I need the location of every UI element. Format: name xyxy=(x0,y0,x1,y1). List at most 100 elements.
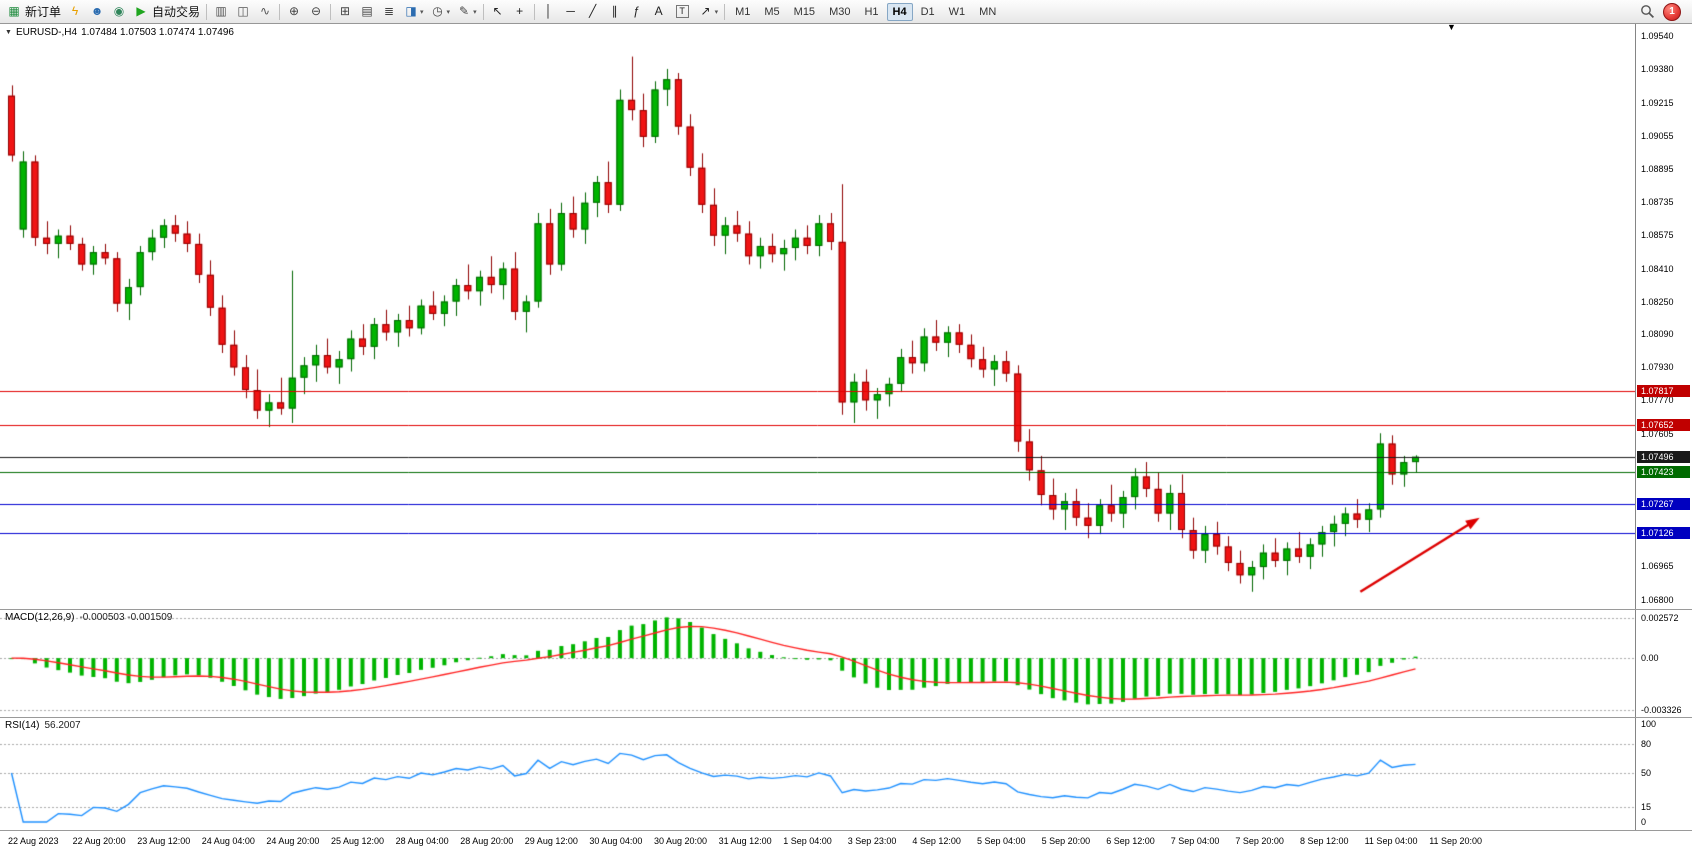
macd-pane: MACD(12,26,9) -0.000503 -0.001509 0.00257… xyxy=(0,609,1692,717)
trendline-button[interactable]: ╱ xyxy=(582,1,604,22)
rsi-pane: RSI(14) 56.2007 100 80 50 15 0 xyxy=(0,717,1692,830)
rsi-canvas[interactable] xyxy=(0,718,1635,830)
timeframe-d1-button[interactable]: D1 xyxy=(920,5,935,18)
price-tick: 1.09540 xyxy=(1641,31,1674,41)
arrow-objects-button[interactable]: ↗ ▾ xyxy=(695,1,722,22)
dropdown-arrow-icon: ▾ xyxy=(473,8,477,16)
auto-trading-button[interactable]: ▶ 自动交易 xyxy=(130,1,203,22)
bar-chart-button[interactable]: ▥ xyxy=(210,1,232,22)
cursor-button[interactable]: ↖ xyxy=(487,1,509,22)
main-plot-area: ▼ EURUSD-,H4 1.07484 1.07503 1.07474 1.0… xyxy=(0,24,1635,609)
time-axis[interactable]: 22 Aug 2023 22 Aug 20:00 23 Aug 12:00 24 Au… xyxy=(0,830,1692,854)
fibonacci-button[interactable]: ƒ xyxy=(626,1,648,22)
candlestick-chart-button[interactable]: ◫ xyxy=(232,1,254,22)
arrange-windows-button[interactable]: ▤ xyxy=(356,1,378,22)
timeframe-m1-button[interactable]: M1 xyxy=(735,5,751,18)
candlestick-chart-icon: ◫ xyxy=(237,4,249,18)
line-chart-button[interactable]: ∿ xyxy=(254,1,276,22)
main-chart-canvas[interactable] xyxy=(0,24,1635,609)
rsi-value: 56.2007 xyxy=(44,720,81,731)
time-label: 5 Sep 04:00 xyxy=(977,836,1026,846)
time-label: 28 Aug 04:00 xyxy=(395,836,449,846)
lightning-icon: ϟ xyxy=(71,4,79,18)
price-tick: 1.07770 xyxy=(1641,395,1674,406)
arrange-windows-icon: ▤ xyxy=(361,4,373,18)
timeframe-mn-button[interactable]: MN xyxy=(979,5,997,18)
crosshair-button[interactable]: + xyxy=(509,1,531,22)
new-order-button[interactable]: ▦ 新订单 xyxy=(3,1,64,22)
auto-trading-label: 自动交易 xyxy=(152,5,201,19)
time-label: 7 Sep 20:00 xyxy=(1235,836,1284,846)
dropdown-arrow-icon: ▾ xyxy=(714,8,719,16)
profile-button[interactable]: ☻ xyxy=(86,1,108,22)
market-watch-icon: ◉ xyxy=(113,4,125,18)
rsi-tick: 100 xyxy=(1641,719,1657,729)
chart-title: ▼ EURUSD-,H4 1.07484 1.07503 1.07474 1.0… xyxy=(5,27,234,38)
time-label: 22 Aug 20:00 xyxy=(72,836,126,846)
lightning-button[interactable]: ϟ xyxy=(64,1,86,22)
vertical-line-button[interactable]: │ xyxy=(538,1,560,22)
main-price-axis: 1.09540 1.09380 1.09215 1.09055 1.08895 1.087… xyxy=(1635,24,1692,609)
price-tick: 1.08735 xyxy=(1641,196,1674,207)
new-chart-button[interactable]: ◨ ▾ xyxy=(400,1,427,22)
time-label: 3 Sep 23:00 xyxy=(847,836,897,846)
time-periods-button[interactable]: ◷ ▾ xyxy=(427,1,454,22)
macd-indicator-name: MACD(12,26,9) xyxy=(5,612,75,623)
search-button[interactable] xyxy=(1637,1,1658,22)
macd-canvas[interactable] xyxy=(0,610,1635,717)
market-watch-button[interactable]: ◉ xyxy=(108,1,130,22)
profile-icon: ☻ xyxy=(90,4,104,18)
timeframe-w1-button[interactable]: W1 xyxy=(948,5,966,18)
text-button[interactable]: A xyxy=(648,1,670,22)
chart-shift-marker-icon[interactable]: ▼ xyxy=(1447,24,1456,32)
macd-axis: 0.002572 0.00 -0.003326 xyxy=(1635,610,1692,717)
time-label: 31 Aug 12:00 xyxy=(718,836,772,846)
time-periods-icon: ◷ xyxy=(432,4,443,18)
toolbar-separator xyxy=(482,3,484,20)
rsi-title: RSI(14) 56.2007 xyxy=(5,720,81,731)
zoom-in-icon: ⊕ xyxy=(289,4,300,18)
timeframe-m5-button[interactable]: M5 xyxy=(764,5,780,18)
line-chart-icon: ∿ xyxy=(260,4,271,18)
templates-button[interactable]: ✎ ▾ xyxy=(453,1,480,22)
price-line-badge: 1.07423 xyxy=(1637,465,1690,478)
price-line-badge: 1.07267 xyxy=(1637,497,1690,510)
horizontal-line-button[interactable]: ─ xyxy=(560,1,582,22)
bar-chart-icon: ▥ xyxy=(215,4,227,18)
price-tick: 1.09215 xyxy=(1641,97,1674,108)
chart-symbol-period: EURUSD-,H4 xyxy=(15,27,78,38)
tile-windows-icon: ⊞ xyxy=(340,4,351,18)
toolbar-buttons: ▦ 新订单 ϟ ☻ ◉ ▶ 自动交易 ▥ ◫ ∿ ⊕ ⊖ ⊞ ▤ ≣ ◨ ▾ ◷ ▾ ✎ ▾ ↖ + │ ─ ╱ ∥ ƒ A T ↗ ▾ xyxy=(3,1,728,22)
zoom-out-button[interactable]: ⊖ xyxy=(305,1,327,22)
indicator-list-button[interactable]: ≣ xyxy=(378,1,400,22)
time-label: 23 Aug 12:00 xyxy=(137,836,191,846)
timeframe-m30-button[interactable]: M30 xyxy=(829,5,851,18)
price-tick: 1.06965 xyxy=(1641,561,1674,572)
tile-windows-button[interactable]: ⊞ xyxy=(334,1,356,22)
zoom-in-button[interactable]: ⊕ xyxy=(283,1,305,22)
notification-badge[interactable]: 1 xyxy=(1663,2,1681,21)
crosshair-icon: + xyxy=(516,4,524,18)
timeframe-h4-button[interactable]: H4 xyxy=(886,2,913,21)
timeframe-h1-button[interactable]: H1 xyxy=(864,5,879,18)
toolbar-separator xyxy=(724,3,726,20)
dropdown-arrow-icon: ▾ xyxy=(420,8,424,16)
time-label: 30 Aug 04:00 xyxy=(589,836,643,846)
text-label-icon: T xyxy=(675,5,689,18)
equidistant-channel-button[interactable]: ∥ xyxy=(604,1,626,22)
time-label: 11 Sep 04:00 xyxy=(1364,836,1418,846)
time-label: 11 Sep 20:00 xyxy=(1429,836,1483,846)
macd-title: MACD(12,26,9) -0.000503 -0.001509 xyxy=(5,612,172,623)
time-label: 7 Sep 04:00 xyxy=(1170,836,1220,846)
timeframe-m15-button[interactable]: M15 xyxy=(793,5,816,18)
price-tick: 1.07930 xyxy=(1641,362,1674,373)
price-tick: 1.08410 xyxy=(1641,263,1674,274)
timeframe-buttons: M1 M5 M15 M30 H1 H4 D1 W1 MN xyxy=(728,2,1003,21)
price-line-badge: 1.07817 xyxy=(1637,384,1690,397)
time-label: 30 Aug 20:00 xyxy=(654,836,708,846)
text-label-button[interactable]: T xyxy=(670,1,695,22)
one-click-trading-toggle-icon[interactable]: ▼ xyxy=(5,29,12,36)
new-order-icon: ▦ xyxy=(8,4,20,18)
price-tick: 1.08575 xyxy=(1641,229,1674,240)
price-line-badge: 1.07126 xyxy=(1637,526,1690,539)
